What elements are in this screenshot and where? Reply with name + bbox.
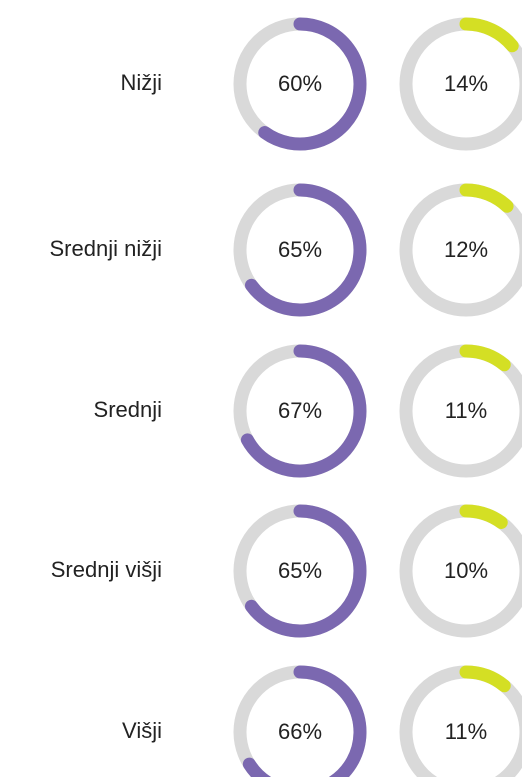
value-label: 60% bbox=[278, 71, 322, 96]
donut-arc bbox=[242, 665, 367, 777]
donut-arc bbox=[258, 17, 367, 151]
row-label: Srednji višji bbox=[51, 557, 162, 582]
donut-arc bbox=[459, 183, 514, 213]
value-label: 12% bbox=[444, 237, 488, 262]
value-label: 11% bbox=[445, 398, 487, 423]
row-label: Višji bbox=[122, 718, 162, 743]
value-label: 10% bbox=[444, 558, 488, 583]
donut-arc bbox=[459, 344, 511, 372]
value-label: 11% bbox=[445, 719, 487, 744]
donut-arc bbox=[459, 504, 508, 529]
row-label: Srednji nižji bbox=[50, 236, 163, 261]
value-label: 67% bbox=[278, 398, 322, 423]
value-label: 66% bbox=[278, 719, 322, 744]
donut-arc bbox=[240, 344, 367, 478]
donut-arc bbox=[459, 665, 511, 693]
donut-arc bbox=[244, 183, 367, 317]
row-label: Nižji bbox=[120, 70, 162, 95]
value-label: 65% bbox=[278, 237, 322, 262]
value-label: 65% bbox=[278, 558, 322, 583]
donut-arc bbox=[244, 504, 367, 638]
value-label: 14% bbox=[444, 71, 488, 96]
row-label: Srednji bbox=[94, 397, 162, 422]
donut-arc bbox=[459, 17, 519, 53]
